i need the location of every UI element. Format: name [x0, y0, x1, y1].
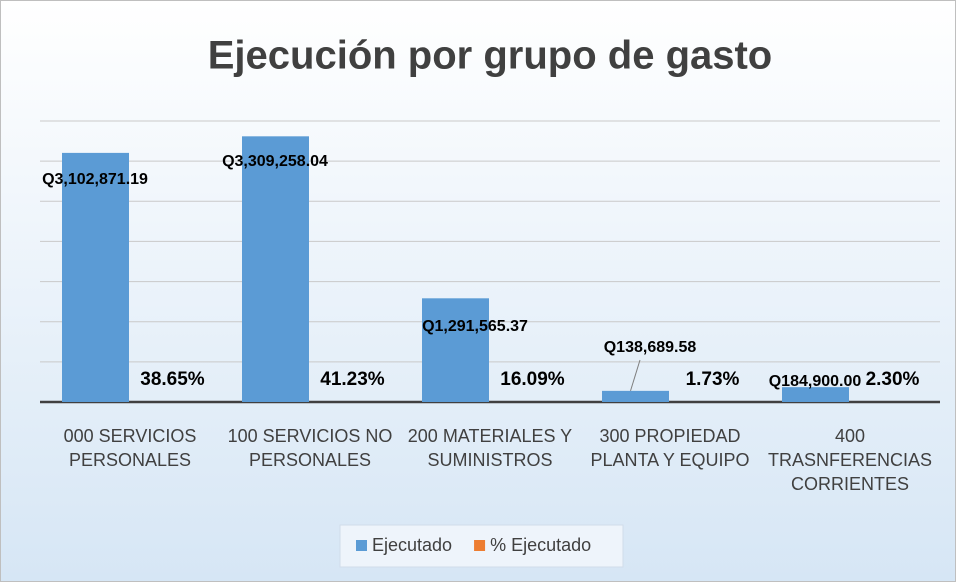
x-tick-label: 300 PROPIEDAD PLANTA Y EQUIPO [590, 426, 750, 470]
legend-label: Ejecutado [372, 535, 452, 555]
data-label: Q184,900.00 [769, 373, 862, 390]
legend-swatch [356, 540, 367, 551]
data-label: Q3,102,871.19 [42, 171, 148, 188]
chart-title: Ejecución por grupo de gasto [208, 34, 773, 78]
x-tick-label: 200 MATERIALES Y SUMINISTROS [407, 426, 573, 470]
bar [782, 387, 849, 402]
bar [602, 390, 669, 402]
x-tick-label: 400 TRASNFERENCIAS CORRIENTES [767, 426, 933, 494]
data-label: Q3,309,258.04 [222, 153, 328, 170]
x-tick-label: 100 SERVICIOS NO PERSONALES [227, 426, 393, 470]
legend-swatch [474, 540, 486, 551]
legend-label: % Ejecutado [490, 535, 591, 555]
leader-line [630, 359, 641, 392]
data-label: 41.23% [320, 369, 385, 390]
data-label: Q1,291,565.37 [422, 318, 528, 335]
data-label: 2.30% [866, 369, 920, 390]
data-label: 16.09% [500, 369, 565, 390]
bar [62, 152, 129, 402]
data-label: 38.65% [140, 369, 205, 390]
bar [242, 136, 309, 403]
data-label: 1.73% [686, 369, 740, 390]
data-label: Q138,689.58 [604, 339, 697, 356]
x-tick-label: 000 SERVICIOS PERSONALES [63, 426, 197, 470]
bar [422, 298, 489, 402]
